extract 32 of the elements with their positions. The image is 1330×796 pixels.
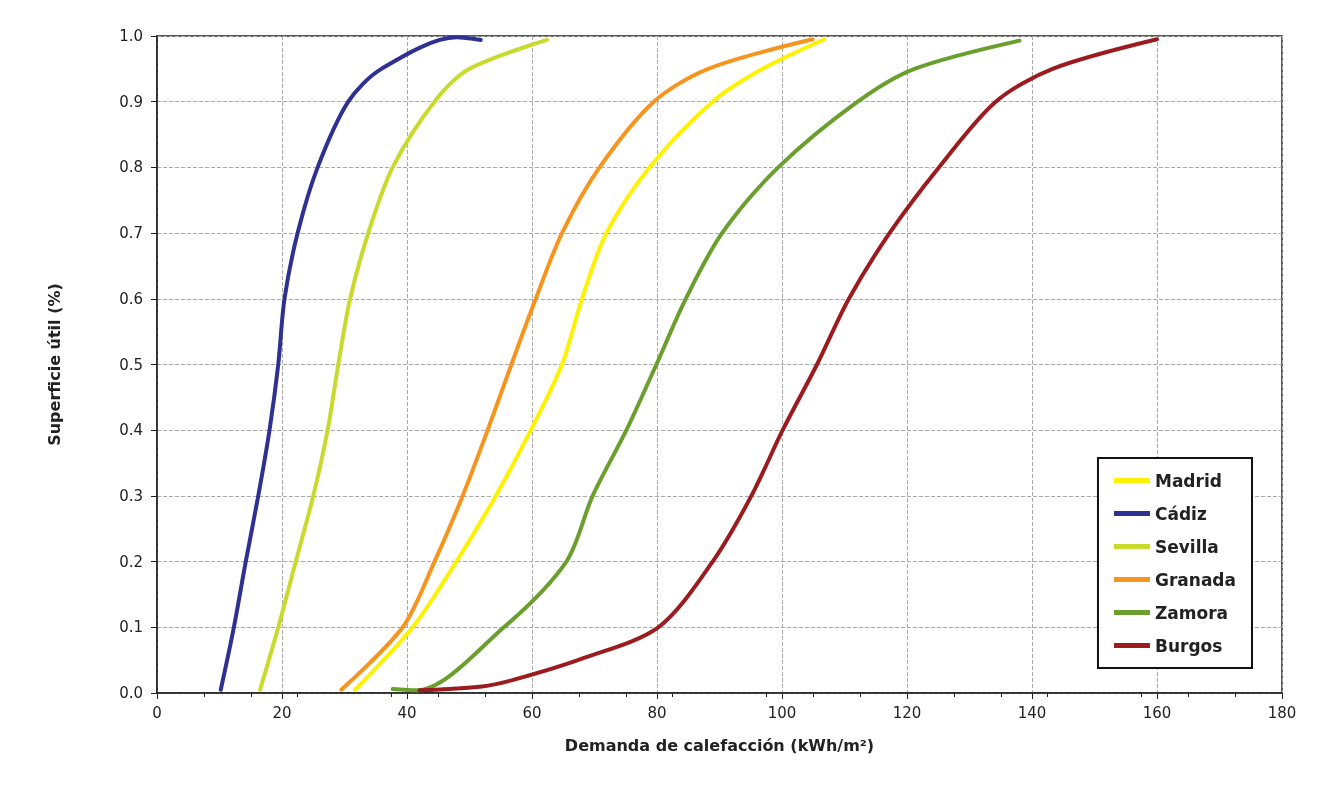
x-tick-label: 180 <box>1267 703 1297 722</box>
x-tick-label: 100 <box>767 703 797 722</box>
line-series <box>390 38 1022 693</box>
y-axis-title: Superficie útil (%) <box>44 283 64 446</box>
y-tick-label: 0.0 <box>119 684 143 702</box>
legend-label: Sevilla <box>1154 536 1219 557</box>
x-tick-label: 80 <box>647 703 667 722</box>
x-tick-label: 120 <box>892 703 922 722</box>
x-tick-label: 140 <box>1017 703 1047 722</box>
x-tick-label: 60 <box>522 703 542 722</box>
x-tick-label: 40 <box>397 703 417 722</box>
line-series <box>258 37 549 692</box>
x-tick-label: 0 <box>152 703 162 722</box>
y-tick-label: 0.8 <box>119 158 143 177</box>
legend-label: Burgos <box>1154 635 1223 656</box>
x-tick-label: 160 <box>1142 703 1172 722</box>
y-tick-label: 0.9 <box>119 92 143 111</box>
line-series <box>218 35 483 692</box>
y-tick-label: 0.2 <box>119 552 143 571</box>
y-tick-label: 0.7 <box>119 224 143 243</box>
y-tick-label: 1.0 <box>119 27 143 45</box>
legend-label: Cádiz <box>1154 503 1207 524</box>
y-tick-label: 0.3 <box>119 486 143 505</box>
y-tick-label: 0.5 <box>119 355 143 374</box>
legend-label: Madrid <box>1154 470 1222 491</box>
y-tick-label: 0.1 <box>119 618 143 637</box>
legend-label: Zamora <box>1154 602 1229 623</box>
y-tick-label: 0.6 <box>119 289 143 308</box>
legend-label: Granada <box>1154 569 1237 590</box>
y-tick-label: 0.4 <box>119 421 143 440</box>
x-axis-title: Demanda de calefacción (kWh/m²) <box>564 735 875 755</box>
x-tick-label: 20 <box>272 703 292 722</box>
